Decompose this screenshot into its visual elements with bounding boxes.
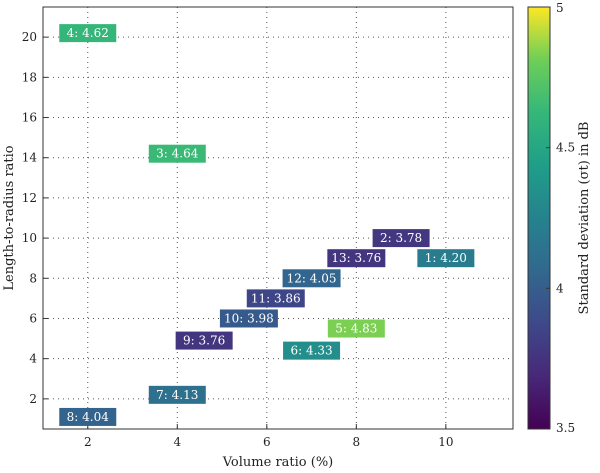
colorbar-tick-label: 3.5 bbox=[556, 421, 575, 435]
x-tick-label: 10 bbox=[438, 435, 453, 449]
data-points: 1: 4.202: 3.78 3: 4.64 4: 4.62 5: 4.836: 4.… bbox=[59, 24, 475, 426]
data-point-box bbox=[327, 319, 385, 338]
data-point-label: 3: 4.64 bbox=[156, 147, 199, 161]
y-tick-label: 6 bbox=[29, 311, 37, 325]
data-point-box bbox=[219, 309, 278, 328]
data-point-box bbox=[175, 331, 233, 350]
data-point-label: 10: 3.98 bbox=[224, 311, 274, 325]
data-point-label: 12: 4.05 bbox=[287, 271, 337, 285]
data-point-label: 1: 4.20 bbox=[425, 251, 467, 265]
data-point-box bbox=[148, 385, 206, 404]
y-tick-label: 4 bbox=[29, 352, 37, 366]
data-point-box bbox=[246, 289, 305, 308]
data-point-box bbox=[59, 407, 117, 426]
y-tick-label: 12 bbox=[22, 191, 37, 205]
x-tick-label: 4 bbox=[173, 435, 181, 449]
data-point-box bbox=[282, 269, 341, 288]
y-tick-label: 16 bbox=[22, 111, 37, 125]
x-tick-label: 2 bbox=[84, 435, 92, 449]
data-point-box bbox=[327, 249, 386, 268]
colorbar-tick-label: 4.5 bbox=[556, 141, 575, 155]
x-axis-ticks: 2 4 6 8 10 bbox=[84, 424, 453, 449]
data-point-label: 8: 4.04 bbox=[67, 410, 110, 424]
data-point-box bbox=[283, 341, 341, 360]
data-point-label: 5: 4.83 bbox=[335, 322, 377, 336]
y-tick-label: 14 bbox=[22, 151, 38, 165]
x-tick-label: 6 bbox=[263, 435, 271, 449]
y-tick-label: 2 bbox=[29, 392, 37, 406]
data-point-label: 9: 3.76 bbox=[183, 334, 225, 348]
y-tick-label: 10 bbox=[22, 231, 37, 245]
data-point-label: 11: 3.86 bbox=[251, 291, 301, 305]
colorbar bbox=[527, 6, 551, 430]
data-point-label: 6: 4.33 bbox=[290, 344, 332, 358]
colorbar-ticks: 3.5 4 4.5 5 bbox=[546, 1, 575, 435]
colorbar-tick-label: 4 bbox=[556, 281, 564, 295]
data-point-box bbox=[417, 249, 475, 268]
data-point-box bbox=[372, 229, 430, 248]
data-point-label: 4: 4.62 bbox=[67, 26, 109, 40]
data-point-label: 2: 3.78 bbox=[380, 231, 422, 245]
y-axis-ticks: 2 4 6 8 10 12 14 16 18 20 bbox=[22, 30, 48, 406]
data-point-label: 7: 4.13 bbox=[156, 388, 198, 402]
grid-lines bbox=[43, 7, 513, 429]
colorbar-tick-label: 5 bbox=[556, 1, 564, 15]
colorbar-label: Standard deviation (σt) in dB bbox=[577, 122, 592, 315]
x-tick-label: 8 bbox=[353, 435, 361, 449]
y-tick-label: 20 bbox=[22, 30, 37, 44]
y-axis-label: Length-to-radius ratio bbox=[2, 145, 17, 290]
data-point-box bbox=[59, 24, 117, 43]
y-tick-label: 18 bbox=[22, 70, 37, 84]
data-point-label: 13: 3.76 bbox=[331, 251, 381, 265]
x-axis-label: Volume ratio (%) bbox=[222, 455, 334, 470]
plot-area-frame bbox=[42, 6, 514, 430]
y-tick-label: 8 bbox=[29, 271, 37, 285]
data-point-box bbox=[148, 144, 206, 163]
